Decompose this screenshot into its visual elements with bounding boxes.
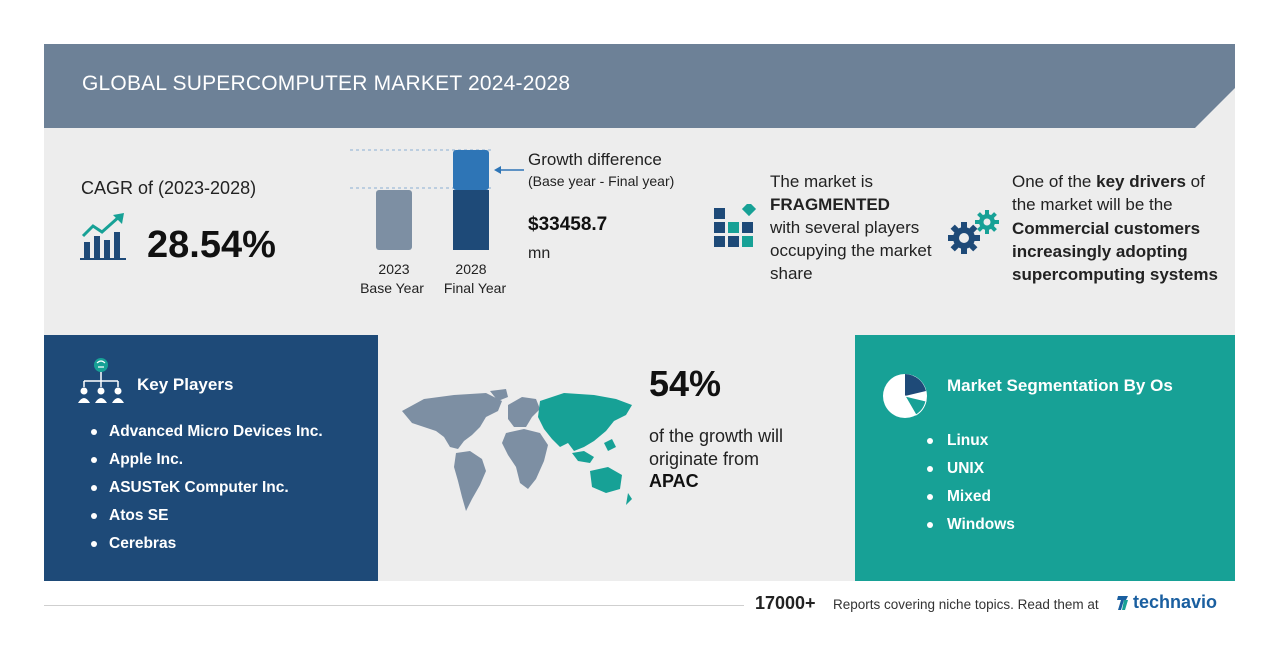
drivers-bold2: Commercial customers increasingly adopti… (1012, 218, 1218, 285)
bar-2028-base (453, 190, 489, 250)
footer-text: Reports covering niche topics. Read them… (833, 597, 1099, 612)
list-item: Linux (927, 429, 1015, 457)
growth-bar-chart (344, 140, 524, 260)
pie-chart-icon (882, 373, 928, 424)
growth-unit: mn (528, 245, 551, 262)
bar-2028-label: Final Year (443, 280, 507, 296)
bar-2023 (376, 190, 412, 250)
growth-subtitle: (Base year - Final year) (528, 173, 675, 189)
drivers-prefix: One of the (1012, 172, 1092, 191)
growth-percent: 54% (649, 363, 722, 404)
header-banner: GLOBAL SUPERCOMPUTER MARKET 2024-2028 (44, 44, 1235, 128)
list-item: Advanced Micro Devices Inc. (91, 420, 323, 448)
drivers-bold1: key drivers (1096, 172, 1186, 191)
market-line1: The market is (770, 172, 873, 191)
growth-value: $33458.7 (528, 214, 608, 235)
list-item: ASUSTeK Computer Inc. (91, 476, 323, 504)
market-line2: with several players occupying the marke… (770, 218, 932, 283)
growth-title: Growth difference (528, 150, 662, 169)
region-panel: 54% of the growth will originate from AP… (378, 335, 855, 581)
fragmented-blocks-icon (712, 201, 760, 257)
market-bold: FRAGMENTED (770, 195, 890, 214)
network-people-icon (76, 357, 126, 412)
bar-2028-growth (453, 150, 489, 190)
list-item: Windows (927, 513, 1015, 541)
growth-origin-text: of the growth will originate from (649, 426, 784, 469)
bar-2028-year: 2028 (455, 261, 487, 277)
list-item: Cerebras (91, 532, 323, 560)
technavio-brand: technavio (1133, 592, 1218, 612)
gears-icon (944, 208, 1004, 263)
footer-divider (44, 605, 744, 606)
list-item: Atos SE (91, 504, 323, 532)
key-drivers-text: One of the key drivers of the market wil… (1012, 170, 1227, 286)
list-item: Apple Inc. (91, 448, 323, 476)
segmentation-panel: Market Segmentation By Os Linux UNIX Mix… (855, 335, 1235, 581)
segmentation-list: Linux UNIX Mixed Windows (927, 429, 1015, 541)
header-fold (1195, 88, 1235, 128)
key-players-title: Key Players (137, 375, 234, 394)
bar-2023-label: Base Year (360, 280, 424, 296)
page-title: GLOBAL SUPERCOMPUTER MARKET 2024-2028 (82, 72, 571, 95)
technavio-logo-link[interactable]: technavio (1116, 592, 1217, 613)
drivers-middle: of the market will be the (1012, 172, 1205, 215)
cagr-label: CAGR of (2023-2028) (81, 178, 257, 198)
market-fragmented-text: The market is FRAGMENTED with several pl… (770, 170, 940, 285)
stats-panel: CAGR of (2023-2028) 28.54% 2023 Base Yea… (44, 128, 1235, 335)
growth-region: APAC (649, 471, 699, 491)
growth-arrow-head (494, 166, 501, 174)
key-players-panel: Key Players Advanced Micro Devices Inc. … (44, 335, 378, 581)
key-players-list: Advanced Micro Devices Inc. Apple Inc. A… (91, 420, 323, 560)
list-item: UNIX (927, 457, 1015, 485)
segmentation-title: Market Segmentation By Os (947, 376, 1173, 395)
list-item: Mixed (927, 485, 1015, 513)
technavio-logo-icon (1117, 595, 1128, 610)
bar-2023-year: 2023 (378, 261, 410, 277)
world-map-icon (394, 387, 639, 527)
growth-chart-icon (80, 212, 130, 267)
cagr-value: 28.54% (147, 224, 276, 266)
reports-count: 17000+ (755, 593, 816, 613)
